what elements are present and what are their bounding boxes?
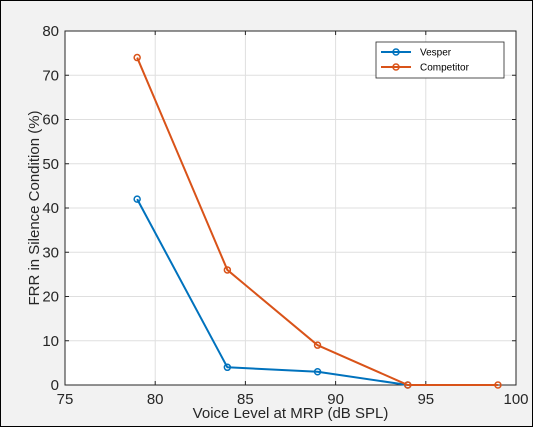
y-tick-label: 80: [42, 23, 59, 40]
series-group: [133, 53, 502, 389]
legend-box: [375, 41, 505, 79]
data-point-competitor: [133, 53, 141, 62]
legend-label-competitor: Competitor: [420, 63, 470, 74]
legend-label-vesper: Vesper: [420, 48, 452, 59]
y-tick-label: 30: [42, 244, 59, 261]
y-axis: 0 10 20 30 40 50 60 70 80: [42, 23, 516, 394]
y-tick-label: 0: [51, 377, 59, 394]
legend-marker-vesper: [392, 48, 400, 56]
x-tick-label: 80: [147, 391, 164, 408]
x-tick-label: 100: [503, 391, 528, 408]
legend-marker-competitor: [392, 63, 400, 71]
y-tick-label: 10: [42, 333, 59, 350]
legend: Vesper Competitor: [375, 41, 505, 79]
series-line-vesper: [136, 198, 408, 386]
x-tick-label: 90: [327, 391, 344, 408]
data-point-competitor: [404, 381, 412, 389]
y-tick-label: 40: [42, 200, 59, 217]
data-point-vesper: [133, 195, 141, 203]
series-line-competitor: [136, 57, 498, 386]
data-point-competitor: [494, 381, 502, 389]
y-tick-label: 50: [42, 156, 59, 173]
x-axis: 75 80 85 90 95 100: [57, 31, 529, 408]
y-tick-label: 20: [42, 289, 59, 306]
x-tick-label: 75: [57, 391, 74, 408]
x-tick-label: 85: [237, 391, 254, 408]
y-tick-label: 60: [42, 112, 59, 129]
x-tick-label: 95: [417, 391, 434, 408]
y-axis-title: FRR in Silence Condition (%): [26, 110, 43, 305]
data-point-competitor: [313, 341, 322, 349]
y-tick-label: 70: [42, 67, 59, 84]
data-point-vesper: [313, 367, 322, 376]
x-axis-title: Voice Level at MRP (dB SPL): [193, 405, 389, 422]
data-point-competitor: [223, 266, 232, 274]
data-point-vesper: [223, 363, 232, 372]
